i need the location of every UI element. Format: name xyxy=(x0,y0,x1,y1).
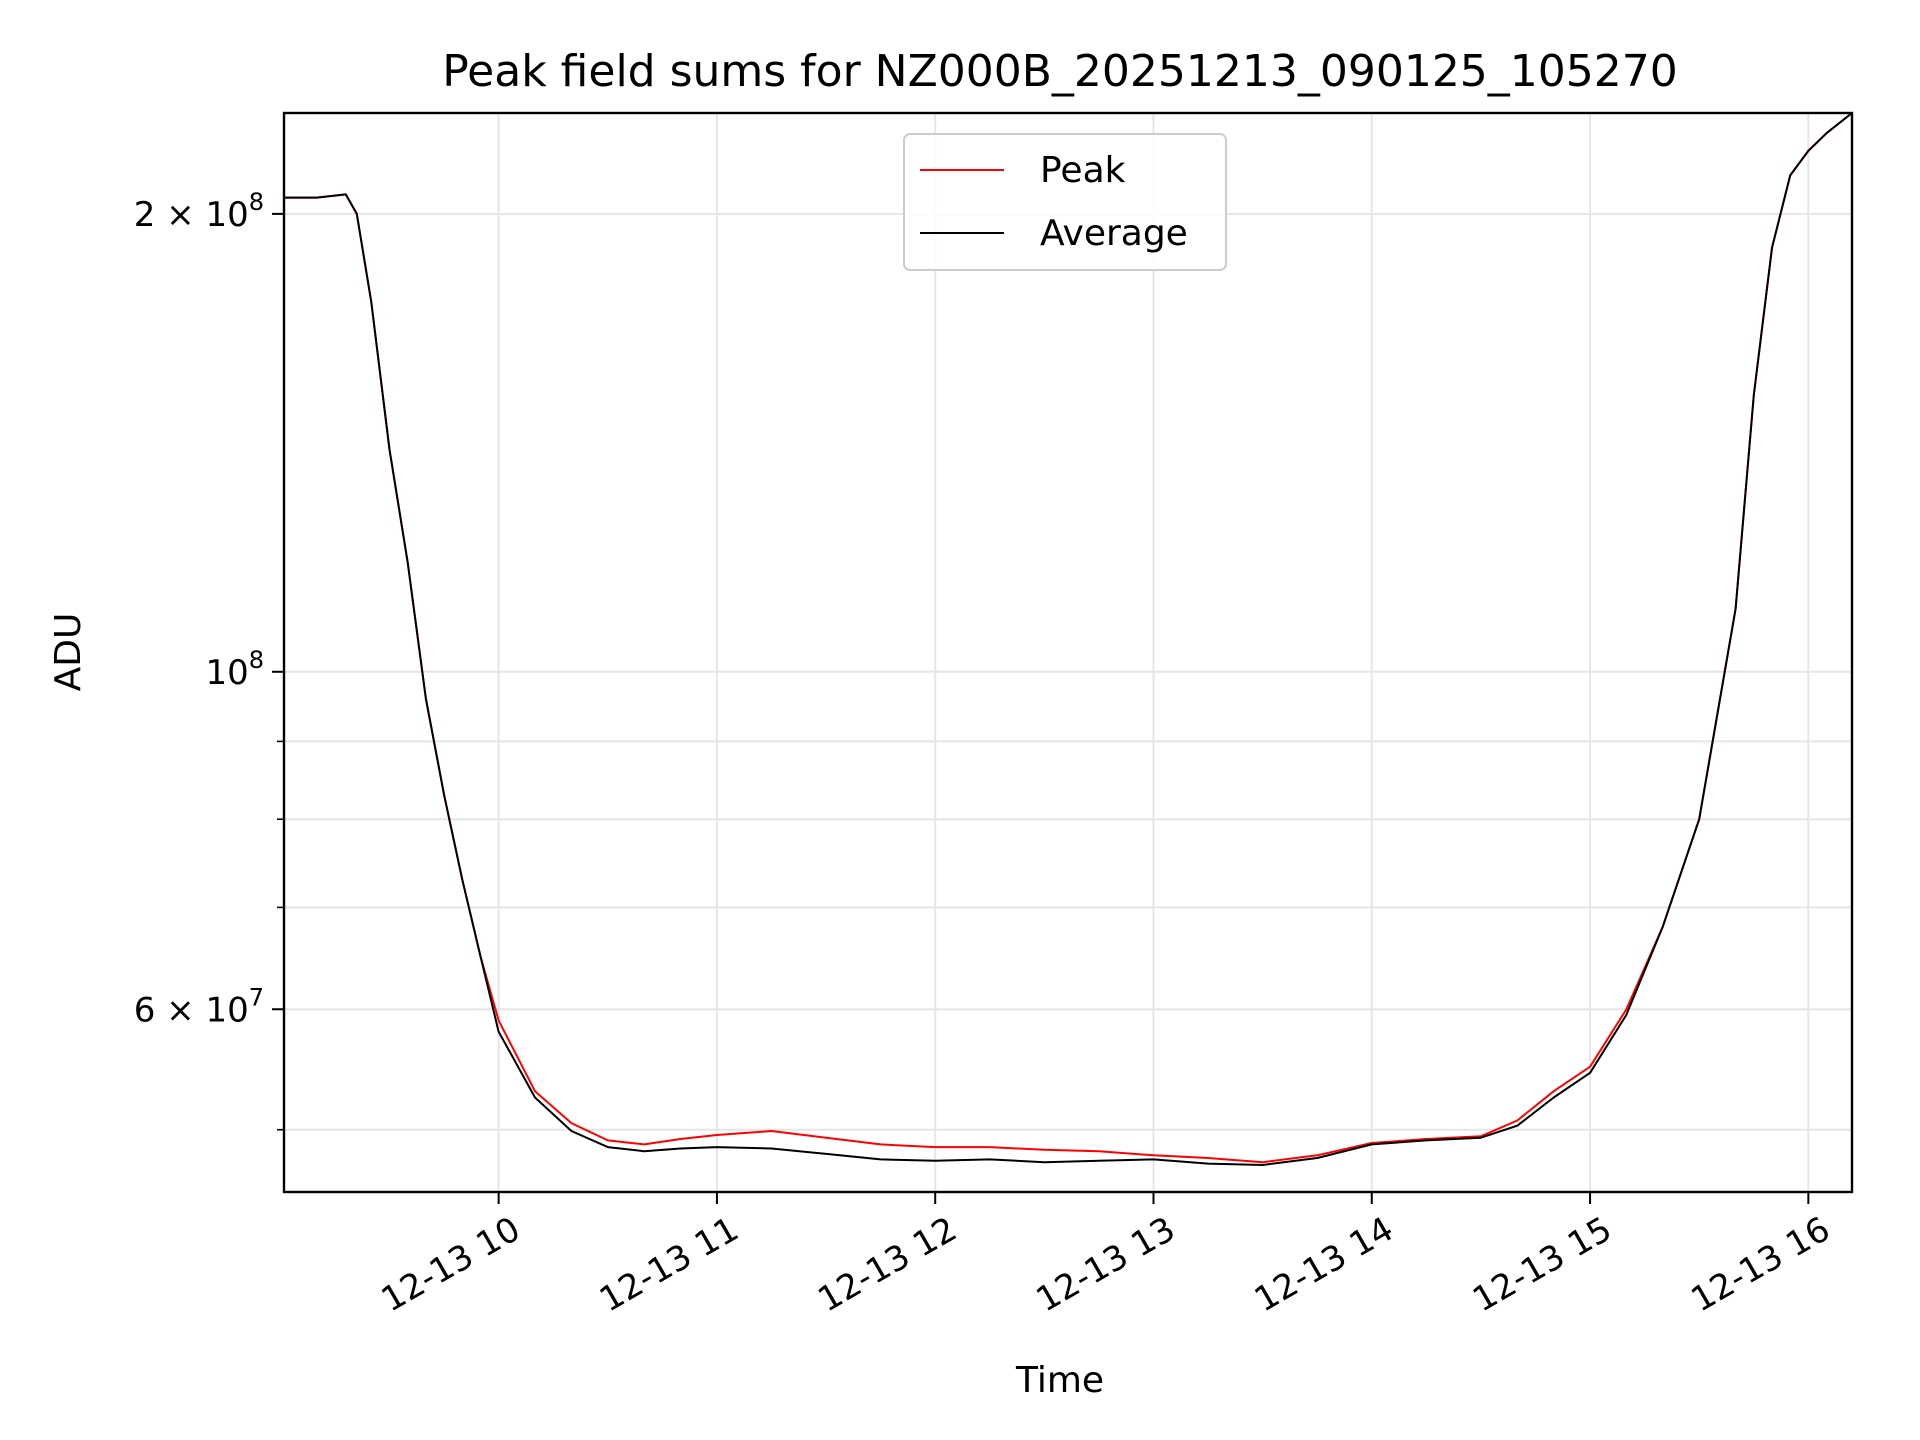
y-tick-label: 108 xyxy=(205,646,264,693)
y-axis-label: ADU xyxy=(48,613,89,692)
y-tick-label: 2 × 108 xyxy=(134,188,264,235)
x-axis-label: Time xyxy=(1015,1360,1104,1401)
legend-box xyxy=(903,133,1227,271)
legend-peak-label: Peak xyxy=(1040,150,1126,191)
legend-average-label: Average xyxy=(1040,213,1188,254)
legend: Peak Average xyxy=(903,133,1227,271)
plot-frame xyxy=(282,111,1854,1194)
y-tick-exponent: 8 xyxy=(249,646,264,674)
y-tick-mantissa: 6 × 10 xyxy=(134,990,249,1030)
y-tick-label: 6 × 107 xyxy=(134,983,264,1030)
plot-lines xyxy=(284,112,1853,1166)
y-tick-exponent: 8 xyxy=(249,188,264,216)
chart-title: Peak field sums for NZ000B_20251213_0901… xyxy=(442,46,1678,97)
y-tick-exponent: 7 xyxy=(249,983,264,1011)
y-tick-mantissa: 10 xyxy=(205,653,248,693)
y-tick-mantissa: 2 × 10 xyxy=(134,195,249,235)
average-series-line xyxy=(284,112,1853,1166)
